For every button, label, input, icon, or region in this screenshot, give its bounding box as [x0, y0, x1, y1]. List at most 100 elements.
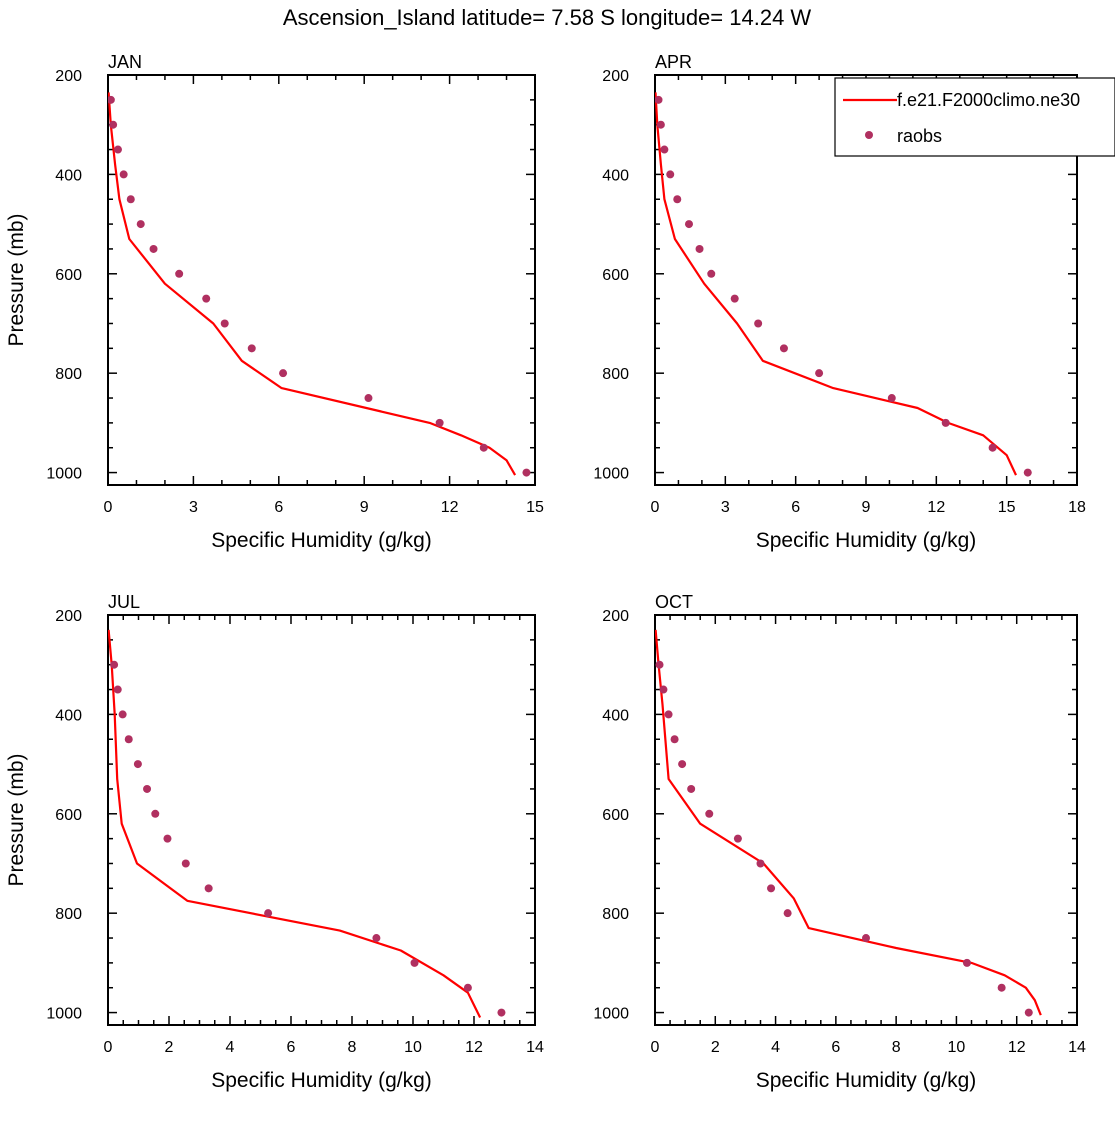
x-axis-label: Specific Humidity (g/kg) — [756, 529, 977, 552]
raobs-point — [163, 834, 172, 843]
x-tick-label: 14 — [1068, 1039, 1086, 1056]
plot-frame — [107, 74, 536, 486]
x-tick-label: 9 — [360, 499, 369, 516]
raobs-point — [656, 120, 665, 129]
raobs-point — [175, 269, 184, 278]
model-series-line — [108, 629, 482, 1018]
raobs-point — [756, 859, 765, 868]
x-tick-label: 0 — [104, 1039, 113, 1056]
raobs-point — [733, 834, 742, 843]
raobs-point — [988, 443, 997, 452]
model-series-line — [655, 629, 1042, 1016]
x-tick-label: 4 — [771, 1039, 780, 1056]
x-tick-label: 12 — [1008, 1039, 1026, 1056]
plot-data — [108, 629, 506, 1018]
x-tick-label: 15 — [998, 499, 1016, 516]
raobs-point — [815, 369, 824, 378]
x-axis-label: Specific Humidity (g/kg) — [211, 529, 432, 552]
raobs-point — [962, 958, 971, 967]
raobs-point — [204, 884, 213, 893]
raobs-point — [435, 418, 444, 427]
x-tick-label: 0 — [651, 499, 660, 516]
y-tick-label: 1000 — [593, 466, 629, 483]
raobs-point — [670, 735, 679, 744]
raobs-point — [783, 909, 792, 918]
raobs-point — [754, 319, 763, 328]
x-tick-label: 6 — [791, 499, 800, 516]
y-axis-label: Pressure (mb) — [5, 753, 28, 886]
raobs-point — [364, 394, 373, 403]
x-tick-label: 18 — [1068, 499, 1086, 516]
figure-title: Ascension_Island latitude= 7.58 S longit… — [283, 5, 812, 30]
x-tick-label: 6 — [274, 499, 283, 516]
y-tick-label: 600 — [602, 807, 629, 824]
x-tick-label: 0 — [651, 1039, 660, 1056]
model-series-line — [108, 92, 517, 476]
raobs-point — [779, 344, 788, 353]
raobs-point — [124, 735, 133, 744]
y-tick-label: 400 — [602, 707, 629, 724]
raobs-point — [463, 983, 472, 992]
y-tick-label: 600 — [602, 267, 629, 284]
x-tick-label: 12 — [927, 499, 945, 516]
x-tick-label: 6 — [287, 1039, 296, 1056]
raobs-point — [113, 685, 122, 694]
raobs-point — [108, 95, 115, 104]
plot-data — [108, 92, 531, 477]
raobs-point — [410, 958, 419, 967]
raobs-point — [497, 1008, 506, 1017]
raobs-point — [655, 95, 663, 104]
plot-data — [655, 92, 1032, 477]
y-tick-label: 200 — [602, 608, 629, 625]
y-tick-label: 1000 — [46, 1006, 82, 1023]
raobs-point — [119, 170, 128, 179]
x-tick-label: 12 — [465, 1039, 483, 1056]
raobs-point — [684, 220, 693, 229]
panel-jan: 0 3 6 9 12 15 200 400 600 800 1000 JAN Specific Humi… — [5, 52, 544, 552]
raobs-point — [149, 244, 158, 253]
x-tick-label: 8 — [892, 1039, 901, 1056]
panel-title: APR — [655, 52, 692, 72]
raobs-point — [522, 468, 531, 477]
y-tick-label: 600 — [55, 807, 82, 824]
y-tick-label: 200 — [55, 608, 82, 625]
y-tick-label: 800 — [55, 906, 82, 923]
legend-label-raobs: raobs — [897, 126, 942, 146]
raobs-point — [113, 145, 122, 154]
legend-marker-swatch — [865, 131, 873, 139]
raobs-point — [264, 909, 273, 918]
x-tick-label: 10 — [948, 1039, 966, 1056]
x-tick-label: 14 — [526, 1039, 544, 1056]
raobs-point — [133, 760, 142, 769]
panel-apr: 0 3 6 9 12 15 18 200 400 600 800 1000 APR Specific Hu… — [593, 52, 1115, 552]
x-tick-label: 15 — [526, 499, 544, 516]
y-tick-label: 600 — [55, 267, 82, 284]
y-axis-label: Pressure (mb) — [5, 213, 28, 346]
y-tick-label: 1000 — [46, 466, 82, 483]
raobs-point — [862, 934, 870, 943]
raobs-point — [1023, 468, 1032, 477]
x-tick-label: 9 — [862, 499, 871, 516]
x-axis-label: Specific Humidity (g/kg) — [211, 1069, 432, 1092]
raobs-point — [151, 809, 160, 818]
x-tick-label: 3 — [189, 499, 198, 516]
y-tick-label: 1000 — [593, 1006, 629, 1023]
raobs-point — [666, 170, 675, 179]
legend: f.e21.F2000climo.ne30 raobs — [834, 77, 1115, 157]
y-tick-label: 800 — [55, 366, 82, 383]
raobs-point — [659, 685, 668, 694]
raobs-point — [941, 418, 950, 427]
panel-title: JAN — [108, 52, 142, 72]
legend-label-model: f.e21.F2000climo.ne30 — [897, 90, 1080, 110]
x-tick-label: 6 — [831, 1039, 840, 1056]
raobs-point — [695, 244, 704, 253]
raobs-point — [664, 710, 673, 719]
raobs-point — [660, 145, 669, 154]
x-axis-label: Specific Humidity (g/kg) — [756, 1069, 977, 1092]
raobs-point — [655, 660, 664, 669]
y-tick-label: 400 — [55, 707, 82, 724]
raobs-point — [997, 983, 1006, 992]
raobs-point — [247, 344, 256, 353]
y-tick-label: 400 — [602, 167, 629, 184]
panel-title: OCT — [655, 592, 693, 612]
